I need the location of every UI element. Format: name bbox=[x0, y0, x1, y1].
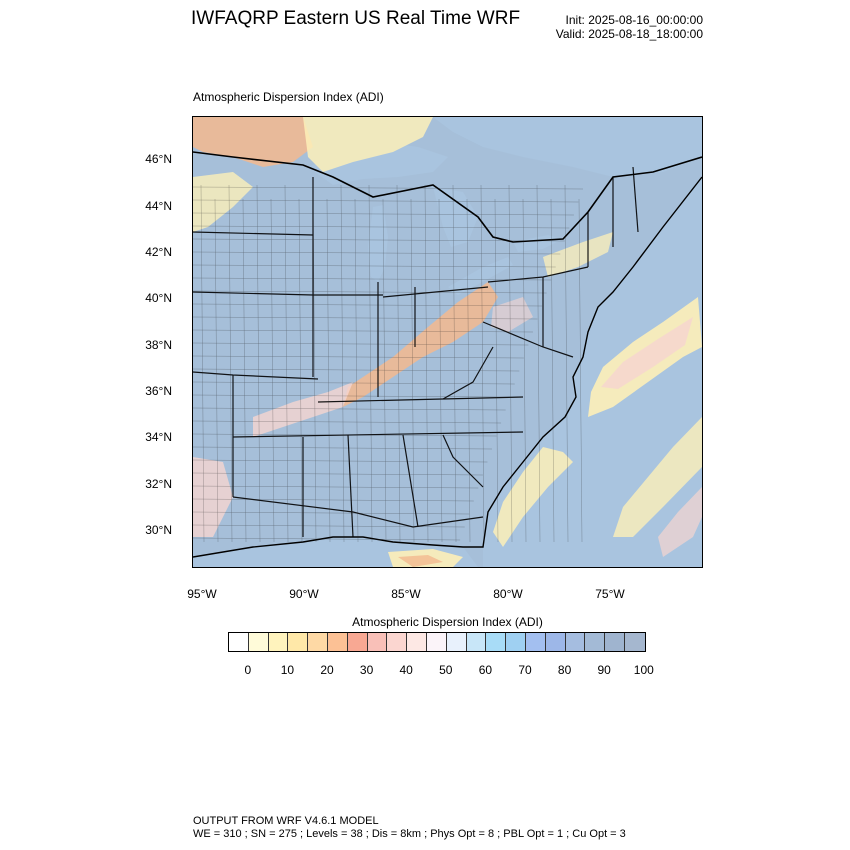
init-time: Init: 2025-08-16_00:00:00 bbox=[565, 13, 703, 27]
adi-orange-northwest bbox=[193, 117, 313, 167]
colorbar-tick-label: 10 bbox=[280, 663, 295, 677]
county-grid bbox=[193, 184, 584, 543]
ocean-band-pink-east bbox=[658, 487, 702, 557]
lake-michigan bbox=[368, 205, 388, 282]
colorbar-tick-label: 30 bbox=[359, 663, 374, 677]
colorbar-cell bbox=[288, 633, 309, 651]
colorbar-tick-label: 90 bbox=[597, 663, 611, 677]
colorbar-cell bbox=[585, 633, 606, 651]
adi-pink-southwest bbox=[193, 457, 233, 537]
colorbar-cell bbox=[367, 633, 388, 651]
lat-label-38: 38°N bbox=[145, 338, 172, 352]
model-info-line1: OUTPUT FROM WRF V4.6.1 MODEL bbox=[193, 815, 379, 827]
us-canada-border bbox=[193, 151, 702, 243]
lat-label-34: 34°N bbox=[145, 430, 172, 444]
colorbar-tick-label: 80 bbox=[557, 663, 572, 677]
colorbar-cell bbox=[486, 633, 507, 651]
colorbar-cell bbox=[229, 633, 249, 651]
colorbar-cell bbox=[605, 633, 625, 651]
figure-title: IWFAQRP Eastern US Real Time WRF bbox=[191, 8, 521, 29]
valid-time: Valid: 2025-08-18_18:00:00 bbox=[555, 27, 703, 41]
colorbar-cell bbox=[624, 633, 645, 651]
colorbar-tick-label: 60 bbox=[478, 663, 493, 677]
colorbar-cell bbox=[565, 633, 586, 651]
adi-yellow-northeast bbox=[543, 232, 613, 277]
colorbar-cell bbox=[525, 633, 546, 651]
ocean-band-pink bbox=[601, 317, 693, 389]
map-plot bbox=[192, 116, 703, 568]
ocean-band-yellow-south bbox=[493, 447, 573, 547]
lat-label-30: 30°N bbox=[145, 523, 172, 537]
colorbar-cell bbox=[347, 633, 368, 651]
lon-label-85: 85°W bbox=[391, 587, 421, 601]
coastline bbox=[193, 176, 702, 558]
colorbar-tick-label: 40 bbox=[399, 663, 413, 677]
colorbar-cell bbox=[545, 633, 566, 651]
lon-label-80: 80°W bbox=[493, 587, 523, 601]
lat-label-36: 36°N bbox=[145, 384, 172, 398]
lat-label-40: 40°N bbox=[145, 291, 172, 305]
colorbar-cell bbox=[327, 633, 348, 651]
colorbar-cell bbox=[407, 633, 427, 651]
colorbar-tick-label: 100 bbox=[633, 663, 654, 677]
colorbar-cell bbox=[446, 633, 467, 651]
colorbar-cell bbox=[387, 633, 408, 651]
colorbar-tick-label: 50 bbox=[439, 663, 453, 677]
lat-label-46: 46°N bbox=[145, 152, 172, 166]
colorbar-cell bbox=[268, 633, 289, 651]
model-info-line2: WE = 310 ; SN = 275 ; Levels = 38 ; Dis … bbox=[193, 828, 626, 840]
colorbar-title: Atmospheric Dispersion Index (ADI) bbox=[352, 615, 543, 629]
lon-label-90: 90°W bbox=[289, 587, 319, 601]
lon-label-75: 75°W bbox=[595, 587, 625, 601]
panel-title: Atmospheric Dispersion Index (ADI) bbox=[193, 90, 384, 104]
colorbar bbox=[228, 632, 646, 652]
lon-label-95: 95°W bbox=[187, 587, 217, 601]
colorbar-tick-label: 20 bbox=[320, 663, 334, 677]
colorbar-tick-label: 70 bbox=[518, 663, 532, 677]
colorbar-cell bbox=[308, 633, 328, 651]
colorbar-cell bbox=[426, 633, 447, 651]
state-borders bbox=[193, 166, 639, 538]
colorbar-cell bbox=[248, 633, 269, 651]
north-canada-water bbox=[433, 117, 702, 177]
lat-label-42: 42°N bbox=[145, 245, 172, 259]
ocean-band-yellow-east bbox=[613, 417, 702, 537]
adi-yellow-north bbox=[303, 117, 433, 172]
lake-huron bbox=[433, 187, 478, 247]
lat-label-44: 44°N bbox=[145, 199, 172, 213]
lat-label-32: 32°N bbox=[145, 477, 172, 491]
gulf-band-orange bbox=[398, 555, 443, 567]
colorbar-cell bbox=[466, 633, 487, 651]
colorbar-cell bbox=[506, 633, 526, 651]
map-canvas bbox=[193, 117, 702, 567]
colorbar-tick-label: 0 bbox=[244, 663, 252, 677]
